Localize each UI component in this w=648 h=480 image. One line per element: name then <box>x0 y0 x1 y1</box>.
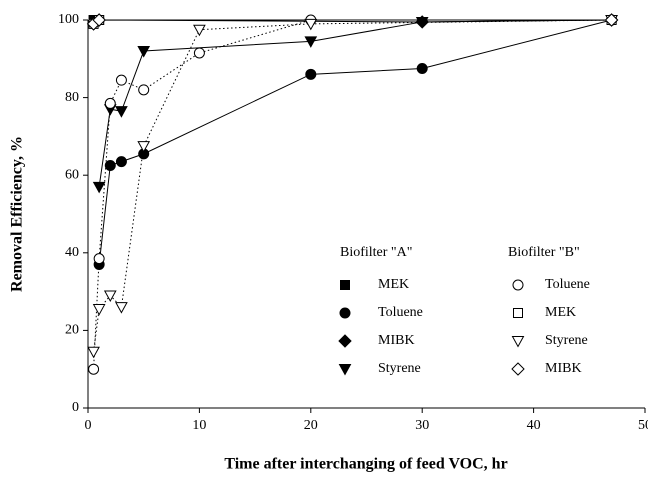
data-point <box>305 68 317 80</box>
data-point <box>92 304 106 316</box>
y-tick-label: 60 <box>65 167 79 182</box>
legend-marker <box>513 308 523 318</box>
series-line <box>93 19 612 25</box>
legend-marker <box>338 364 352 376</box>
legend-label: MEK <box>378 277 409 292</box>
x-axis-title: Time after interchanging of feed VOC, hr <box>224 456 507 473</box>
series-line <box>98 19 612 187</box>
legend-marker <box>512 279 524 291</box>
y-tick-label: 0 <box>72 400 79 415</box>
y-tick-label: 80 <box>65 90 79 105</box>
x-tick-label: 40 <box>527 418 541 433</box>
data-point <box>604 13 619 27</box>
y-tick-label: 20 <box>65 323 79 338</box>
data-point <box>137 46 151 58</box>
x-tick-label: 50 <box>638 418 648 433</box>
data-point <box>415 16 429 29</box>
series-line <box>98 19 612 265</box>
data-point <box>115 106 128 118</box>
legend-marker <box>339 307 351 319</box>
data-point <box>193 24 206 37</box>
legend-marker <box>511 336 525 348</box>
data-point <box>304 36 318 48</box>
legend-title: Biofilter "B" <box>508 245 580 260</box>
legend-label: Toluene <box>378 305 423 320</box>
series-line <box>93 19 612 370</box>
data-point <box>88 363 100 375</box>
y-tick-label: 100 <box>58 12 79 27</box>
data-point <box>92 181 106 194</box>
data-point <box>104 160 116 171</box>
series-line <box>93 19 612 352</box>
legend-label: MIBK <box>378 333 415 348</box>
legend-label: Styrene <box>378 361 421 376</box>
x-tick-label: 20 <box>304 418 318 433</box>
data-point <box>92 13 106 27</box>
data-point <box>193 47 205 59</box>
legend-marker <box>511 362 525 376</box>
x-tick-label: 0 <box>85 418 92 433</box>
data-point <box>304 18 318 31</box>
legend-label: MEK <box>545 305 576 320</box>
legend-label: Toluene <box>545 277 590 292</box>
y-tick-label: 40 <box>65 245 79 260</box>
data-point <box>93 253 105 265</box>
data-point <box>138 84 150 96</box>
data-point <box>115 302 128 314</box>
legend-title: Biofilter "A" <box>340 245 412 260</box>
data-point <box>87 346 100 359</box>
data-point <box>137 141 151 153</box>
x-tick-label: 10 <box>192 418 206 433</box>
data-point <box>115 74 127 86</box>
x-tick-label: 30 <box>415 418 429 433</box>
legend-marker <box>338 334 352 348</box>
y-axis-title: Removal Efficiency, % <box>9 136 26 292</box>
data-point <box>416 63 428 74</box>
legend-marker <box>340 280 350 290</box>
legend-label: MIBK <box>545 361 582 376</box>
data-point <box>104 97 116 109</box>
legend-label: Styrene <box>545 333 588 348</box>
data-point <box>115 156 127 168</box>
data-point <box>103 290 117 303</box>
